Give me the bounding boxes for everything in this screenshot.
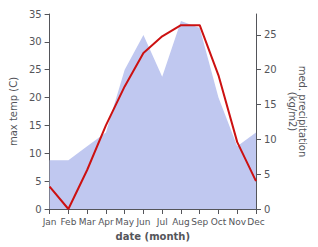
svg-text:Sep: Sep: [191, 217, 208, 227]
svg-text:May: May: [115, 217, 134, 227]
svg-text:(kg/m2): (kg/m2): [287, 92, 298, 132]
svg-text:25: 25: [29, 64, 42, 75]
svg-text:0: 0: [264, 204, 270, 215]
svg-text:med. precipitation: med. precipitation: [297, 65, 309, 158]
svg-text:Nov: Nov: [228, 217, 246, 227]
svg-text:max temp (C): max temp (C): [8, 77, 19, 146]
svg-text:10: 10: [264, 134, 277, 145]
svg-text:30: 30: [29, 36, 42, 47]
svg-text:Jan: Jan: [42, 217, 57, 227]
svg-text:5: 5: [35, 176, 41, 187]
svg-text:Apr: Apr: [98, 217, 114, 227]
svg-text:0: 0: [35, 204, 41, 215]
svg-text:15: 15: [264, 99, 277, 110]
svg-text:15: 15: [29, 120, 42, 131]
svg-text:date (month): date (month): [116, 231, 190, 242]
svg-text:Feb: Feb: [60, 217, 76, 227]
svg-text:Jul: Jul: [156, 217, 168, 227]
svg-text:Jun: Jun: [135, 217, 150, 227]
svg-text:20: 20: [264, 64, 277, 75]
svg-text:Dec: Dec: [247, 217, 264, 227]
svg-text:25: 25: [264, 29, 277, 40]
svg-text:Aug: Aug: [172, 217, 190, 227]
svg-text:Oct: Oct: [211, 217, 227, 227]
svg-text:5: 5: [264, 169, 270, 180]
svg-text:Mar: Mar: [79, 217, 96, 227]
svg-text:10: 10: [29, 148, 42, 159]
svg-text:20: 20: [29, 92, 42, 103]
svg-text:35: 35: [29, 9, 42, 20]
